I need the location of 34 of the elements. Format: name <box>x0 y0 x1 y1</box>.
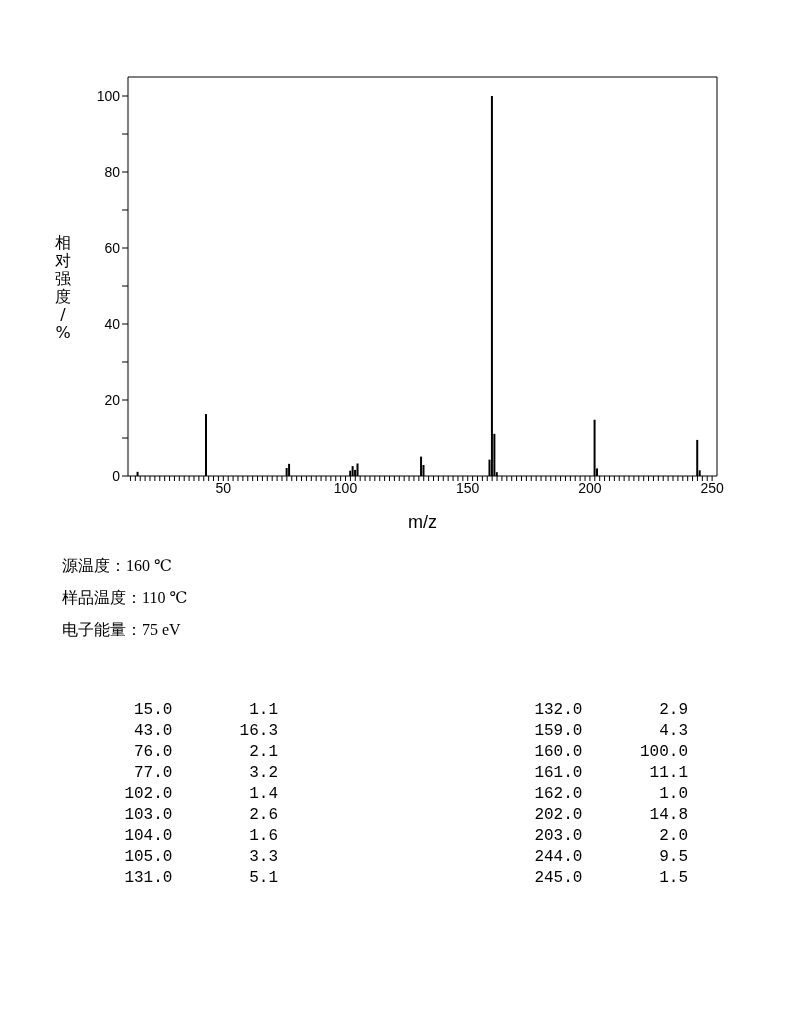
y-tick-label: 80 <box>104 163 121 180</box>
y-tick-label: 60 <box>104 239 121 256</box>
text: 131.0 5.1 <box>123 868 278 889</box>
y-tick-label: 0 <box>112 467 121 484</box>
text: 161.0 11.1 <box>533 763 688 784</box>
x-tick-label: 200 <box>578 479 602 496</box>
y-tick-label: 20 <box>104 391 121 408</box>
text: 102.0 1.4 <box>123 784 278 805</box>
text: 77.0 3.2 <box>132 763 278 784</box>
text: 104.0 1.6 <box>123 826 278 847</box>
text: 202.0 14.8 <box>533 805 688 826</box>
text: 105.0 3.3 <box>123 847 278 868</box>
text: 15.0 1.1 <box>132 700 278 721</box>
text: 244.0 9.5 <box>533 847 688 868</box>
text: 103.0 2.6 <box>123 805 278 826</box>
text: 电子能量：75 eV <box>62 620 182 640</box>
text: 162.0 1.0 <box>533 784 688 805</box>
y-tick-label: 100 <box>96 87 121 104</box>
text: 76.0 2.1 <box>132 742 278 763</box>
text: 样品温度：110 ℃ <box>62 588 188 608</box>
text: 源温度：160 ℃ <box>62 556 173 576</box>
x-axis-title: m/z <box>408 512 437 532</box>
x-tick-label: 250 <box>700 479 724 496</box>
text: 159.0 4.3 <box>533 721 688 742</box>
y-axis-title: 相对强度/% <box>54 233 72 342</box>
x-tick-label: 100 <box>333 479 358 496</box>
x-tick-label: 150 <box>456 479 480 496</box>
text: 203.0 2.0 <box>533 826 688 847</box>
y-tick-label: 40 <box>104 315 121 332</box>
text: 160.0 100.0 <box>533 742 688 763</box>
text: 132.0 2.9 <box>533 700 688 721</box>
x-tick-label: 50 <box>215 479 232 496</box>
text: 43.0 16.3 <box>132 721 278 742</box>
text: 245.0 1.5 <box>533 868 688 889</box>
